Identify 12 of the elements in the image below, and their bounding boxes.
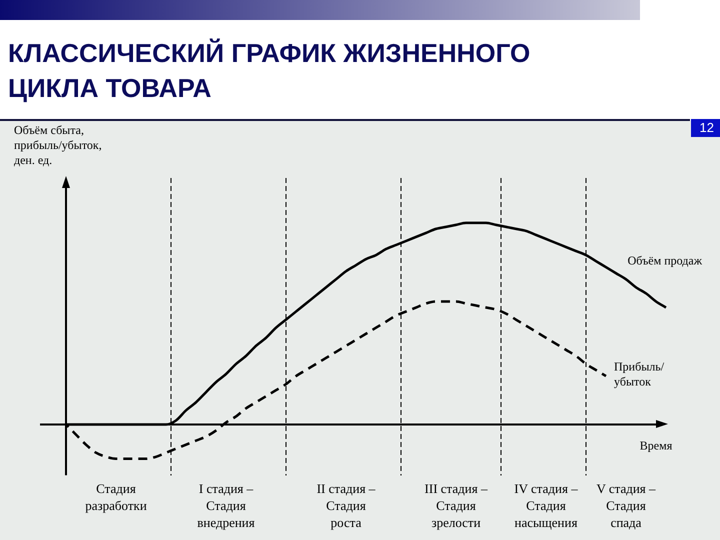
chart-title: КЛАССИЧЕСКИЙ ГРАФИК ЖИЗНЕННОГО ЦИКЛА ТОВАРА bbox=[8, 37, 532, 105]
x-tick-label: II стадия – Стадия роста bbox=[316, 481, 376, 530]
series-label: Прибыль/убыток bbox=[614, 359, 665, 388]
x-tick-label: Стадия разработки bbox=[85, 481, 147, 514]
series-label: Объём продаж bbox=[628, 254, 703, 268]
x-tick-label: III стадия – Стадия зрелости bbox=[424, 481, 488, 530]
y-axis-title: Объём сбыта, прибыль/убыток, ден. ед. bbox=[14, 123, 102, 168]
x-tick-label: I стадия – Стадия внедрения bbox=[197, 481, 255, 530]
text: 12 bbox=[690, 119, 720, 137]
x-tick-label: V стадия – Стадия спада bbox=[596, 481, 656, 530]
x-axis-title: Время bbox=[640, 438, 673, 453]
x-tick-label: IV стадия – Стадия насыщения bbox=[514, 481, 578, 530]
